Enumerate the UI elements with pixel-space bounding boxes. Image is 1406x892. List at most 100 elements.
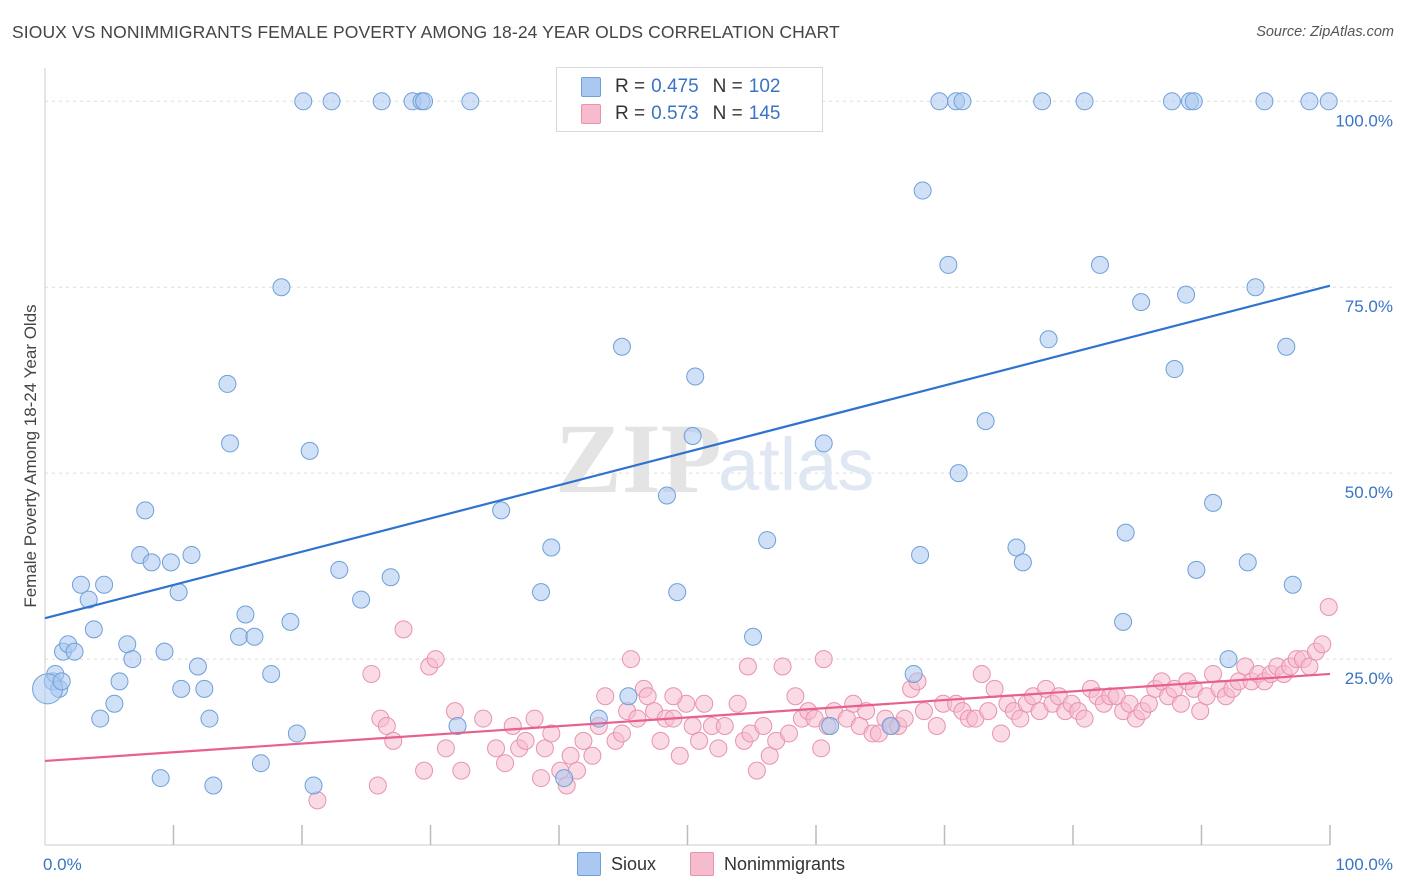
sioux-point: [821, 717, 840, 736]
nonimmigrants-point: [574, 731, 593, 750]
sioux-point: [172, 679, 191, 698]
sioux-point: [1177, 285, 1196, 304]
sioux-point: [221, 434, 240, 453]
sioux-r-label: R =: [615, 76, 646, 97]
sioux-point: [1090, 255, 1109, 274]
sioux-point: [245, 627, 264, 646]
sioux-point: [555, 769, 574, 788]
sioux-n-value: 102: [748, 76, 781, 97]
nonimmigrants-point: [621, 650, 640, 669]
nonimmigrants-point: [596, 687, 615, 706]
sioux-point: [415, 92, 434, 111]
sioux-point: [300, 441, 319, 460]
sioux-point: [657, 486, 676, 505]
sioux-point: [532, 583, 551, 602]
nonimmigrants-point: [670, 746, 689, 765]
sioux-point: [372, 92, 391, 111]
sioux-point: [1187, 560, 1206, 579]
nonimmigrants-point: [525, 709, 544, 728]
sioux-r-value: 0.475: [651, 76, 699, 97]
nonimmigrants-point: [814, 650, 833, 669]
nonimmigrants-point: [979, 702, 998, 721]
sioux-point: [1013, 553, 1032, 572]
sioux-point: [904, 664, 923, 683]
x-tick-label: 100.0%: [1335, 855, 1393, 874]
nonimmigrants-point: [487, 739, 506, 758]
nonimmigrants-point: [709, 739, 728, 758]
sioux-point: [911, 545, 930, 564]
y-tick-label: 50.0%: [1345, 483, 1393, 502]
axes: [44, 68, 1331, 846]
nonimmigrants-point: [985, 679, 1004, 698]
sioux-point: [976, 412, 995, 431]
nonimmigrants-point: [612, 724, 631, 743]
legend-row-sioux: R = 0.475 N = 102: [581, 74, 780, 100]
nonimmigrants-point: [760, 746, 779, 765]
sioux-point: [91, 709, 110, 728]
nonimmigrants-point: [738, 657, 757, 676]
nonimmigrants-point: [561, 746, 580, 765]
sioux-point: [1162, 92, 1181, 111]
sioux-point: [542, 538, 561, 557]
sioux-point: [1238, 553, 1257, 572]
bottom-nonimmigrants-label: Nonimmigrants: [724, 853, 846, 874]
sioux-point: [188, 657, 207, 676]
trend-lines: [44, 284, 1331, 763]
sioux-point: [1300, 92, 1319, 111]
sioux-n-label: N =: [712, 76, 743, 97]
sioux-point: [612, 337, 631, 356]
nonimmigrants-point: [308, 791, 327, 810]
sioux-point: [330, 560, 349, 579]
nonimmigrants-point: [728, 694, 747, 713]
sioux-point: [287, 724, 306, 743]
sioux-point: [230, 627, 249, 646]
sioux-swatch: [581, 77, 601, 97]
correlation-legend: R = 0.475 N = 102 R = 0.573 N = 145: [556, 67, 823, 132]
sioux-point: [142, 553, 161, 572]
sioux-point: [110, 672, 129, 691]
nonimmigrants-points: [308, 598, 1338, 810]
sioux-point: [939, 255, 958, 274]
nonimmigrants-point: [754, 717, 773, 736]
nonimmigrants-point: [857, 702, 876, 721]
nonimmigrants-point: [651, 731, 670, 750]
sioux-point: [381, 568, 400, 587]
sioux-point: [200, 709, 219, 728]
sioux-point: [448, 717, 467, 736]
sioux-point: [668, 583, 687, 602]
sioux-point: [155, 642, 174, 661]
sioux-point: [71, 575, 90, 594]
sioux-point: [1219, 650, 1238, 669]
sioux-point: [1184, 92, 1203, 111]
sioux-point: [262, 664, 281, 683]
bottom-nonimmigrants-swatch: [690, 852, 714, 876]
sioux-point: [236, 605, 255, 624]
sioux-point: [1277, 337, 1296, 356]
nonimmigrants-point: [972, 664, 991, 683]
sioux-point: [619, 687, 638, 706]
sioux-point: [294, 92, 313, 111]
sioux-point: [949, 464, 968, 483]
nonimmigrants-point: [1139, 694, 1158, 713]
nonimmigrants-point: [992, 724, 1011, 743]
sioux-point: [95, 575, 114, 594]
sioux-point: [758, 531, 777, 550]
nonimmigrants-point: [1171, 694, 1190, 713]
nonimmigrants-n-value: 145: [748, 103, 781, 124]
sioux-point: [744, 627, 763, 646]
nonimmigrants-point: [426, 650, 445, 669]
sioux-point: [65, 642, 84, 661]
nonimmigrants-point: [415, 761, 434, 780]
sioux-point: [105, 694, 124, 713]
sioux-point: [52, 672, 71, 691]
nonimmigrants-point: [715, 717, 734, 736]
chart-title: SIOUX VS NONIMMIGRANTS FEMALE POVERTY AM…: [12, 22, 840, 42]
nonimmigrants-point: [786, 687, 805, 706]
sioux-point: [881, 717, 900, 736]
nonimmigrants-point: [542, 724, 561, 743]
sioux-point: [1075, 92, 1094, 111]
watermark-atlas: atlas: [718, 423, 874, 506]
sioux-point: [814, 434, 833, 453]
sioux-point: [1319, 92, 1338, 111]
